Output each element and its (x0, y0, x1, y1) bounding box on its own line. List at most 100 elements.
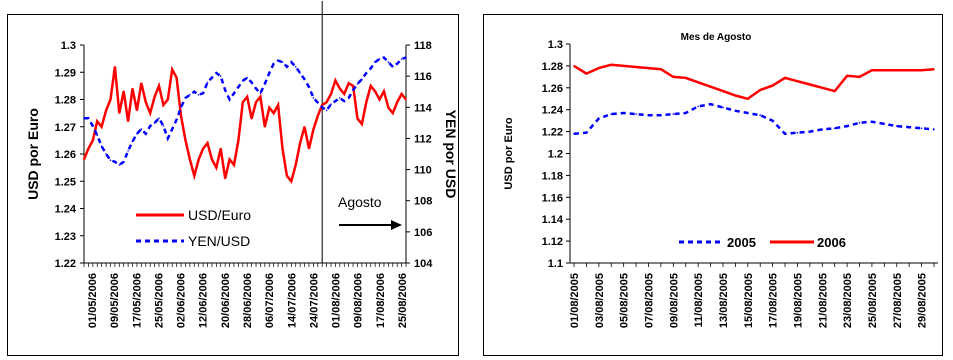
data-point (833, 127, 836, 130)
series-line-2006 (573, 63, 935, 101)
data-point (573, 65, 575, 67)
y2-tick-label: 110 (414, 165, 432, 177)
x-tick-label: 09/08/2005 (668, 273, 680, 328)
data-point (392, 112, 394, 114)
data-point (308, 147, 310, 150)
data-point (237, 86, 240, 88)
data-point (277, 104, 279, 106)
data-point (184, 139, 187, 142)
x-tick-label: 13/08/2005 (718, 273, 730, 328)
data-point (171, 128, 173, 130)
data-point (193, 90, 196, 93)
data-point (127, 120, 129, 123)
data-point (250, 81, 253, 84)
y2-axis-title: YEN por USD (443, 110, 459, 199)
data-point (734, 110, 737, 112)
data-point (343, 93, 346, 95)
data-point (784, 77, 786, 79)
data-point (405, 56, 407, 59)
x-tick-label: 01/08/2005 (569, 273, 581, 328)
data-point (237, 139, 240, 142)
data-point (96, 134, 98, 137)
data-point (189, 158, 191, 161)
x-tick-label: 17/08/2005 (768, 273, 780, 328)
y-tick-label: 1.3 (61, 40, 76, 52)
data-point (268, 106, 271, 109)
chart-august-comparison: 1.1 1.12 1.14 1.16 1.18 1.2 1.22 1.24 1.26 1.28 1.… (503, 32, 938, 328)
data-point (352, 89, 354, 91)
data-point (286, 66, 288, 68)
data-point (264, 83, 266, 85)
data-point (396, 101, 399, 103)
data-point (343, 100, 346, 102)
series-line-yen-usd (84, 56, 407, 167)
chart-title: Mes de Agosto (681, 32, 752, 43)
y2-tick-label: 114 (414, 102, 433, 114)
data-point (598, 67, 600, 69)
data-point (933, 68, 935, 70)
x-tick-label: 14/07/2006 (286, 273, 298, 328)
series-line-2005 (573, 102, 935, 136)
x-tick-label: 15/08/2005 (743, 273, 755, 328)
data-point (189, 94, 191, 96)
data-point (145, 133, 147, 135)
y-tick-label: 1.24 (542, 105, 564, 117)
data-point (347, 82, 350, 84)
data-point (312, 97, 315, 99)
x-tick-label: 17/05/2006 (131, 273, 143, 328)
data-point (153, 122, 156, 124)
data-point (206, 81, 209, 84)
data-point (361, 78, 363, 81)
data-point (747, 98, 749, 100)
data-point (277, 59, 279, 62)
x-tick-label: 07/08/2005 (643, 273, 655, 328)
data-point (162, 125, 165, 127)
data-point (211, 158, 213, 161)
data-point (246, 76, 248, 79)
data-point (771, 84, 774, 87)
data-point (821, 87, 824, 89)
data-point (233, 164, 235, 166)
data-point (180, 106, 182, 109)
data-point (180, 115, 182, 117)
data-point (83, 158, 85, 161)
data-point (118, 164, 121, 166)
data-point (809, 83, 811, 86)
data-point (622, 112, 625, 114)
data-point (92, 139, 94, 142)
y-tick-label: 1.3 (548, 39, 563, 51)
data-point (281, 147, 284, 150)
data-point (167, 137, 169, 140)
y-tick-label: 1.25 (55, 176, 76, 188)
data-point (833, 90, 836, 92)
data-point (697, 81, 699, 84)
y2-tick-label: 104 (414, 258, 433, 270)
data-point (162, 104, 165, 106)
y-tick-label: 1.28 (55, 95, 76, 107)
data-point (175, 118, 178, 121)
x-tick-label: 23/08/2005 (842, 273, 854, 328)
data-point (883, 69, 886, 72)
data-point (255, 101, 257, 103)
data-point (259, 92, 262, 95)
data-point (846, 75, 848, 77)
x-tick-label: 06/07/2006 (264, 273, 276, 328)
data-point (290, 180, 293, 183)
data-point (635, 66, 637, 68)
data-point (325, 109, 328, 112)
data-point (149, 125, 151, 127)
data-point (303, 126, 306, 128)
data-point (339, 87, 341, 90)
y2-tick-label: 108 (414, 196, 432, 208)
x-tick-label: 19/08/2005 (792, 273, 804, 328)
chart-panel-usd-yen: 1.22 1.23 1.24 1.25 1.26 1.27 1.28 1.29 1.3 104 10… (7, 1, 459, 356)
y2-tick-label: 118 (414, 40, 432, 52)
data-point (871, 120, 873, 123)
x-tick-label: 05/08/2005 (619, 273, 631, 328)
y-axis-title: USD por Euro (503, 117, 515, 189)
y2-tick-label: 116 (414, 71, 432, 83)
data-point (197, 94, 200, 96)
data-point (219, 75, 222, 77)
legend-label: 2006 (817, 235, 846, 250)
data-point (356, 83, 359, 85)
